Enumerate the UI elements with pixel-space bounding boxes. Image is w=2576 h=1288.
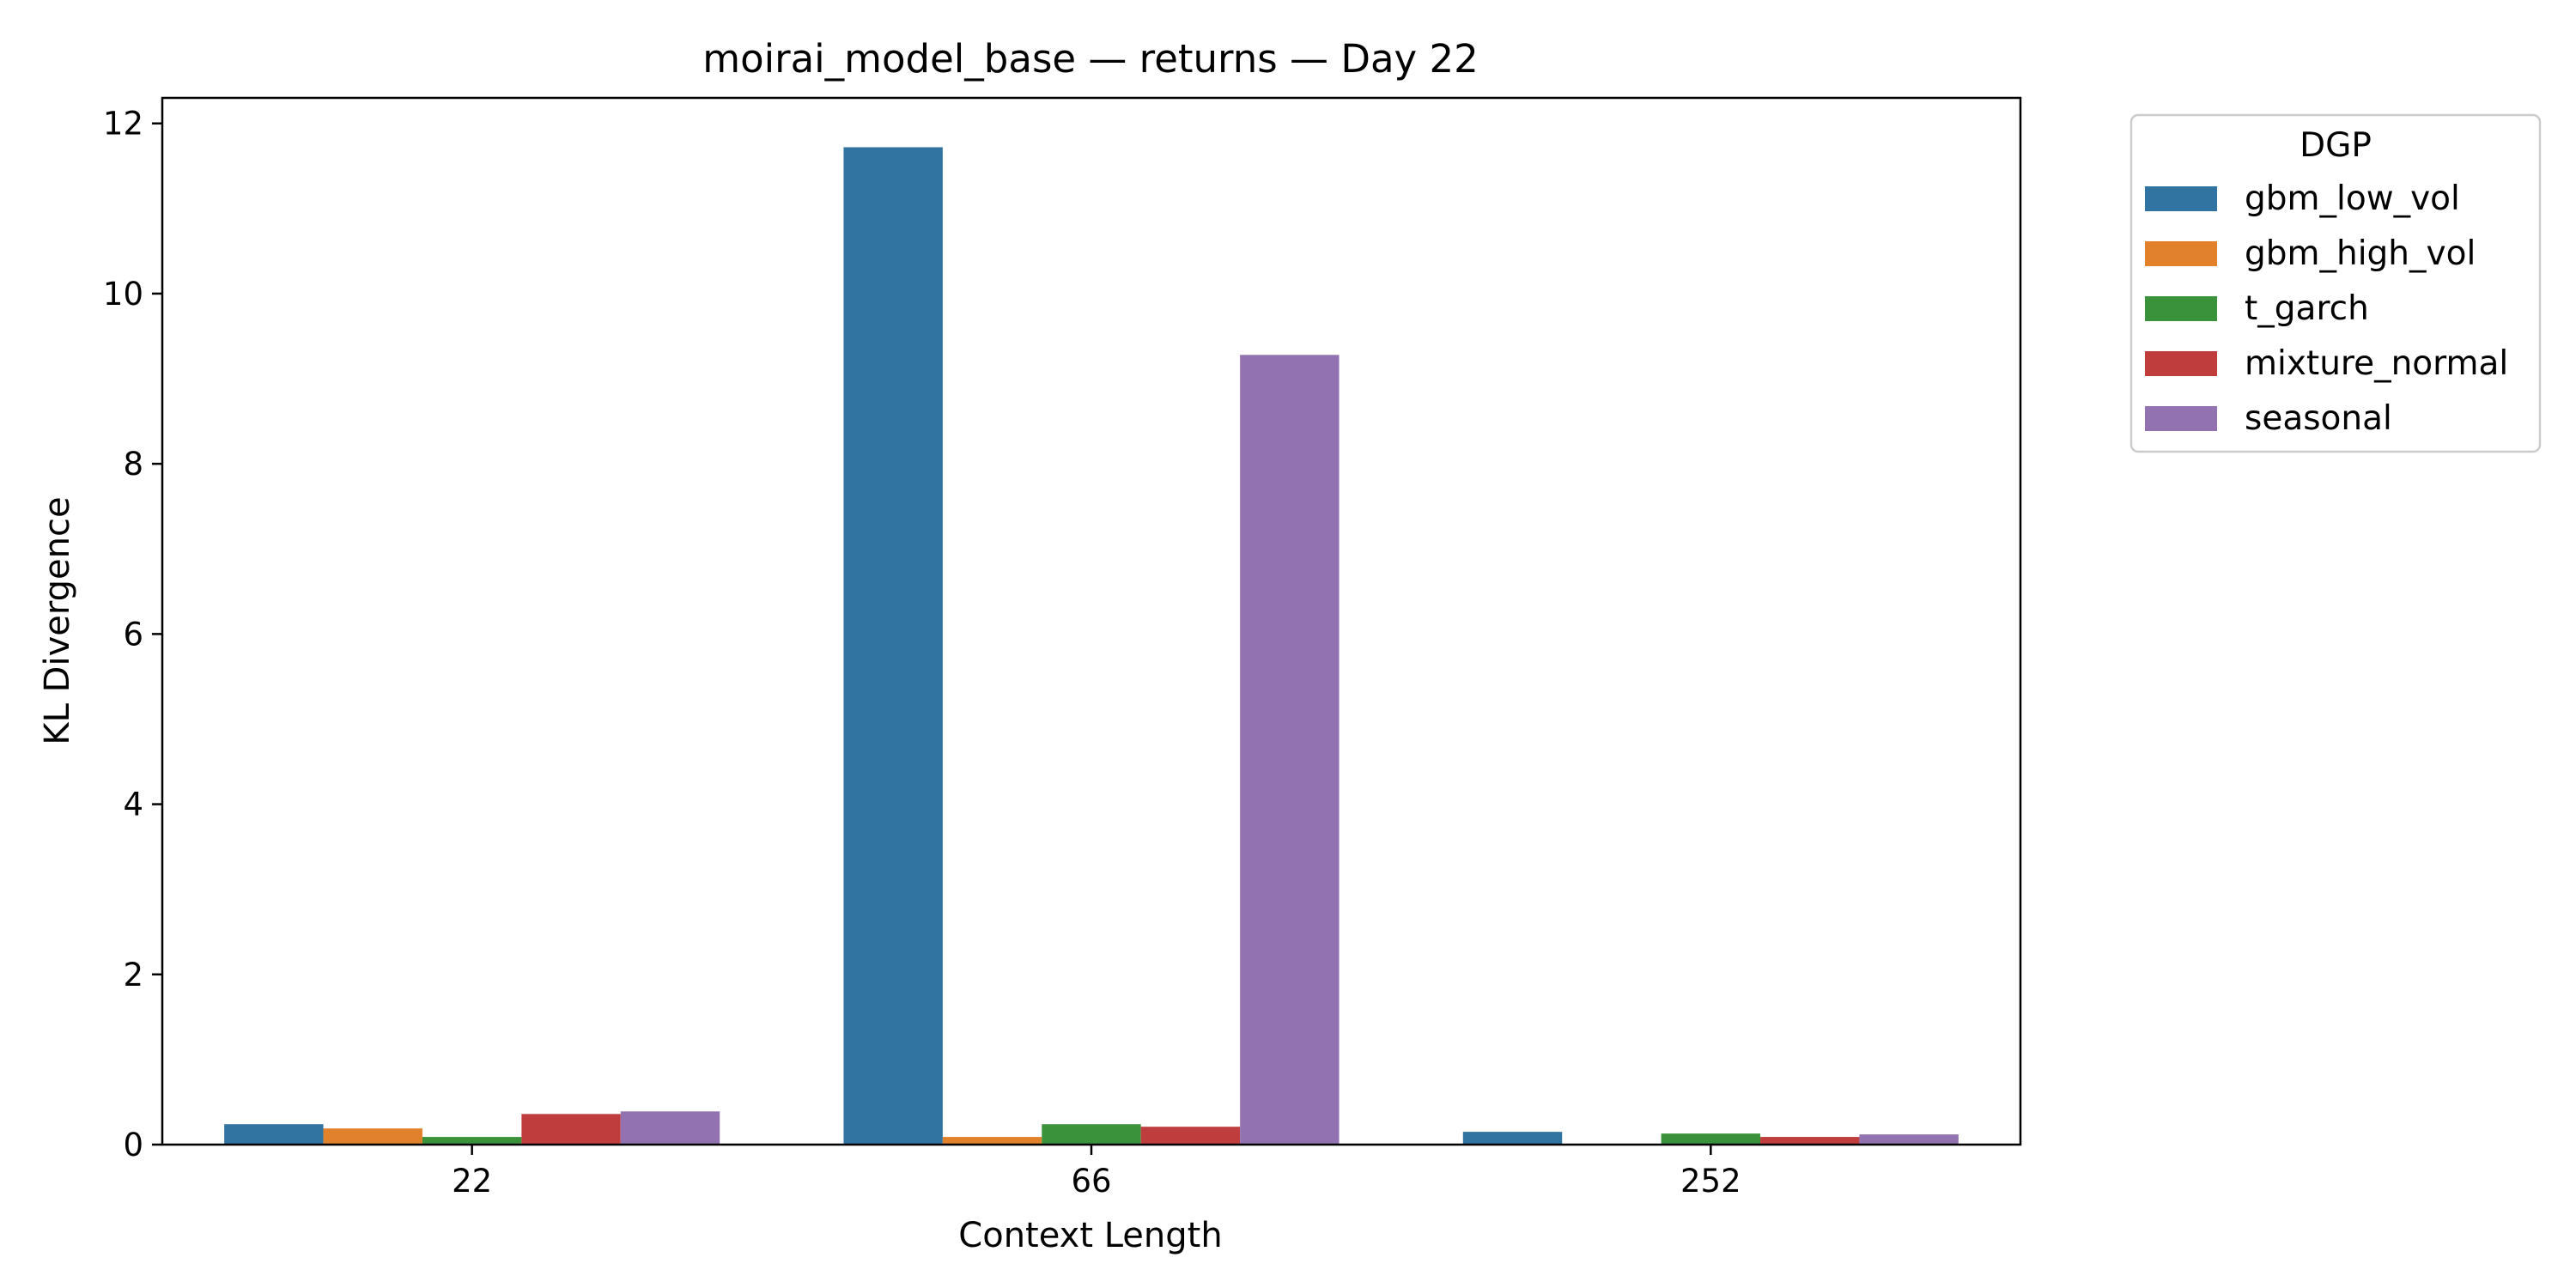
y-tick-label: 10 <box>103 276 143 313</box>
legend-title: DGP <box>2300 126 2372 165</box>
y-tick-label: 2 <box>123 957 143 993</box>
legend-swatch-t_garch <box>2145 296 2217 321</box>
y-axis: 0 2 4 6 8 10 12 <box>103 106 162 1163</box>
bars-layer <box>224 147 1959 1145</box>
legend-swatch-gbm_low_vol <box>2145 186 2217 211</box>
bar-seasonal-22 <box>620 1111 720 1145</box>
bar-mixture_normal-252 <box>1760 1137 1860 1145</box>
x-tick-label: 66 <box>1071 1163 1111 1200</box>
y-tick-label: 12 <box>103 106 143 143</box>
x-tick-label: 22 <box>452 1163 492 1200</box>
legend-label-gbm_low_vol: gbm_low_vol <box>2245 179 2460 218</box>
bar-mixture_normal-66 <box>1140 1127 1241 1145</box>
x-axis: 22 66 252 <box>452 1145 1741 1200</box>
x-tick-label: 252 <box>1680 1163 1741 1200</box>
y-tick-label: 6 <box>123 616 143 653</box>
y-tick-label: 4 <box>123 787 143 823</box>
legend-label-mixture_normal: mixture_normal <box>2245 344 2508 383</box>
y-tick-label: 0 <box>123 1127 143 1163</box>
bar-gbm_low_vol-22 <box>224 1124 324 1145</box>
legend-label-gbm_high_vol: gbm_high_vol <box>2245 234 2476 273</box>
legend-label-seasonal: seasonal <box>2245 399 2392 438</box>
legend-swatch-seasonal <box>2145 406 2217 431</box>
legend: DGP gbm_low_vol gbm_high_vol t_garchmixtur… <box>2129 113 2542 453</box>
bar-seasonal-66 <box>1240 355 1340 1145</box>
legend-swatch-mixture_normal <box>2145 351 2217 376</box>
bar-gbm_low_vol-252 <box>1462 1132 1563 1145</box>
y-tick-label: 8 <box>123 446 143 483</box>
legend-frame <box>2129 113 2542 453</box>
x-axis-label: Context Length <box>958 1216 1222 1255</box>
bar-gbm_high_vol-22 <box>323 1128 422 1145</box>
y-axis-label: KL Divergence <box>38 496 77 744</box>
bar-gbm_low_vol-66 <box>843 147 943 1145</box>
bar-mixture_normal-22 <box>521 1114 621 1145</box>
bar-seasonal-252 <box>1859 1134 1959 1145</box>
legend-label-t_garch: t_garch <box>2245 289 2369 328</box>
bar-t_garch-22 <box>422 1137 522 1145</box>
chart-title: moirai_model_base — returns — Day 22 <box>702 36 1479 82</box>
bar-t_garch-66 <box>1042 1124 1141 1145</box>
bar-t_garch-252 <box>1661 1133 1761 1145</box>
legend-swatch-gbm_high_vol <box>2145 241 2217 266</box>
bar-gbm_high_vol-66 <box>942 1137 1042 1145</box>
